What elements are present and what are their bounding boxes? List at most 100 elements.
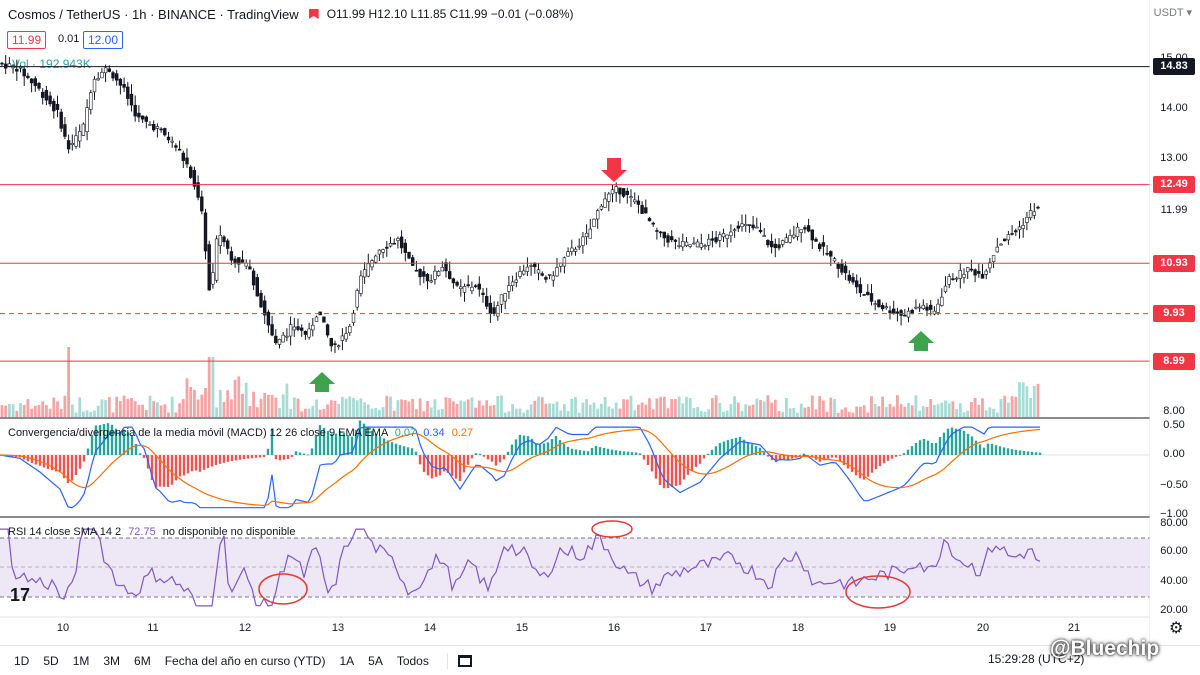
volume-bar bbox=[925, 407, 929, 417]
level-label-10-93[interactable]: 10.93 bbox=[1153, 254, 1195, 272]
volume-bar bbox=[522, 412, 526, 417]
macd-histogram-bar bbox=[634, 452, 638, 455]
volume-bar bbox=[537, 396, 540, 417]
macd-histogram-bar bbox=[514, 439, 518, 455]
macd-histogram-bar bbox=[1014, 449, 1018, 455]
symbol-title[interactable]: Cosmos / TetherUS · 1h · BINANCE · Tradi… bbox=[8, 6, 299, 22]
volume-bar bbox=[233, 379, 237, 417]
price-axis-tick: 13.00 bbox=[1160, 152, 1188, 164]
level-label-8-99[interactable]: 8.99 bbox=[1153, 352, 1195, 370]
macd-histogram-bar bbox=[950, 427, 954, 455]
volume-bar bbox=[333, 401, 337, 417]
macd-histogram-bar bbox=[230, 455, 234, 462]
candle-body bbox=[237, 257, 241, 265]
macd-histogram-bar bbox=[442, 455, 446, 472]
candle-body bbox=[721, 233, 726, 238]
candle-body bbox=[410, 257, 415, 266]
volume-bar bbox=[289, 408, 292, 417]
sell-price-button[interactable]: 11.99 bbox=[7, 31, 47, 49]
clock-timezone[interactable]: 15:29:28 (UTC+2) bbox=[988, 652, 1085, 666]
macd-axis-tick: 0.50 bbox=[1163, 419, 1185, 431]
range-3m-button[interactable]: 3M bbox=[103, 653, 121, 668]
macd-histogram-bar bbox=[690, 455, 694, 471]
volume-bar bbox=[496, 396, 500, 417]
range-5y-button[interactable]: 5A bbox=[368, 653, 383, 668]
candle-body bbox=[251, 270, 256, 286]
candle-body bbox=[296, 326, 300, 330]
volume-bar bbox=[341, 396, 344, 417]
rsi-line bbox=[0, 528, 1041, 607]
macd-histogram-bar bbox=[954, 428, 958, 455]
buy-price-button[interactable]: 12.00 bbox=[83, 31, 124, 49]
volume-bar bbox=[8, 404, 11, 417]
macd-histogram-bar bbox=[1002, 447, 1006, 455]
candle-body bbox=[784, 237, 789, 243]
macd-histogram-bar bbox=[290, 455, 294, 457]
macd-histogram-bar bbox=[646, 455, 650, 465]
level-label-9-93[interactable]: 9.93 bbox=[1153, 305, 1195, 323]
macd-legend[interactable]: Convergencia/divergencia de la media móv… bbox=[8, 427, 473, 439]
candle-body bbox=[895, 311, 900, 314]
candle-body bbox=[588, 228, 593, 239]
candle-body bbox=[385, 246, 389, 249]
macd-histogram-bar bbox=[626, 451, 630, 455]
range-all-button[interactable]: Todos bbox=[396, 653, 429, 668]
volume-bar bbox=[1010, 396, 1014, 417]
volume-bar bbox=[736, 402, 740, 417]
candle-body bbox=[977, 271, 981, 274]
candle-body bbox=[940, 296, 944, 306]
level-label-12-49[interactable]: 12.49 bbox=[1153, 176, 1195, 194]
range-5d-button[interactable]: 5D bbox=[43, 653, 59, 668]
volume-bar bbox=[670, 399, 674, 417]
macd-histogram-bar bbox=[282, 455, 286, 460]
candle-body bbox=[640, 205, 644, 214]
candle-body bbox=[658, 231, 663, 234]
toolbar-divider bbox=[446, 652, 448, 669]
macd-histogram-bar bbox=[234, 455, 238, 461]
candle-body bbox=[255, 277, 259, 297]
bookmark-icon[interactable] bbox=[308, 9, 319, 19]
range-1y-button[interactable]: 1A bbox=[339, 653, 355, 668]
gear-icon[interactable]: ⚙ bbox=[1169, 620, 1184, 637]
candle-body bbox=[636, 200, 641, 205]
macd-histogram-bar bbox=[498, 455, 502, 463]
candle-body bbox=[177, 148, 182, 151]
volume-bar bbox=[792, 407, 796, 417]
range-6m-button[interactable]: 6M bbox=[134, 653, 151, 668]
level-label-14-83[interactable]: 14.83 bbox=[1153, 58, 1195, 76]
volume-bar bbox=[814, 409, 818, 417]
macd-hist-value: 0.07 bbox=[394, 427, 417, 439]
macd-histogram-bar bbox=[938, 437, 942, 455]
macd-histogram-bar bbox=[934, 442, 938, 455]
range-1d-button[interactable]: 1D bbox=[14, 653, 30, 668]
candle-body bbox=[81, 123, 86, 136]
volume-bar bbox=[666, 408, 670, 417]
macd-histogram-bar bbox=[534, 443, 538, 455]
volume-bar bbox=[940, 402, 944, 417]
macd-histogram-bar bbox=[638, 453, 642, 455]
volume-bar bbox=[407, 401, 411, 417]
volume-bar bbox=[822, 400, 825, 417]
calendar-icon[interactable] bbox=[457, 654, 472, 667]
volume-bar bbox=[311, 405, 315, 417]
chart-canvas[interactable] bbox=[0, 0, 1150, 645]
macd-histogram-bar bbox=[502, 455, 506, 460]
rsi-legend[interactable]: RSI 14 close SMA 14 2 72.75 no disponibl… bbox=[8, 526, 296, 538]
candle-body bbox=[607, 193, 611, 202]
arrow-up-icon bbox=[309, 372, 335, 392]
candle-body bbox=[533, 262, 537, 268]
currency-selector[interactable]: USDT ▾ bbox=[1153, 7, 1192, 19]
range-1m-button[interactable]: 1M bbox=[72, 653, 90, 668]
candle-body bbox=[832, 258, 837, 262]
volume-bar bbox=[200, 394, 204, 417]
time-axis-tick: 19 bbox=[883, 622, 897, 634]
volume-bar bbox=[85, 410, 89, 417]
tradingview-logo[interactable]: 17 bbox=[10, 585, 31, 605]
candle-body bbox=[899, 310, 903, 316]
macd-histogram-bar bbox=[582, 450, 586, 455]
range-ytd-button[interactable]: Fecha del año en curso (YTD) bbox=[164, 653, 326, 668]
volume-bar bbox=[374, 408, 378, 417]
candle-body bbox=[958, 270, 963, 279]
macd-histogram-bar bbox=[666, 455, 670, 489]
rsi-annotation-circle bbox=[591, 520, 633, 538]
